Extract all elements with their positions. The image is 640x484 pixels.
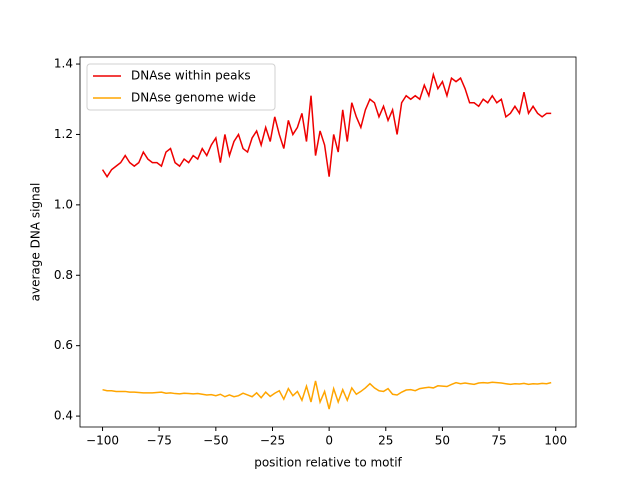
y-tick-label: 1.0 (54, 197, 73, 211)
legend-box (86, 63, 276, 111)
y-tick-label: 0.6 (54, 338, 73, 352)
line-series (102, 380, 552, 410)
legend-label: DNAse within peaks (131, 69, 251, 83)
x-tick-label: 25 (378, 434, 393, 448)
x-tick-label: −25 (260, 434, 285, 448)
x-axis-label: position relative to motif (254, 456, 402, 470)
y-axis-label: average DNA signal (29, 183, 43, 302)
x-tick-label: 0 (325, 434, 333, 448)
plot-frame (79, 56, 577, 428)
x-tick-label: −75 (147, 434, 172, 448)
x-tick-label: 50 (435, 434, 450, 448)
y-tick-label: 1.4 (54, 57, 73, 71)
y-tick-label: 1.2 (54, 127, 73, 141)
x-tick-label: 100 (544, 434, 567, 448)
line-series (101, 71, 552, 179)
legend-label: DNAse genome wide (131, 91, 256, 105)
y-tick-label: 0.4 (54, 409, 73, 423)
x-tick-label: −50 (203, 434, 228, 448)
y-tick-label: 0.8 (54, 268, 73, 282)
x-tick-label: 75 (491, 434, 506, 448)
x-tick-label: −100 (86, 434, 119, 448)
